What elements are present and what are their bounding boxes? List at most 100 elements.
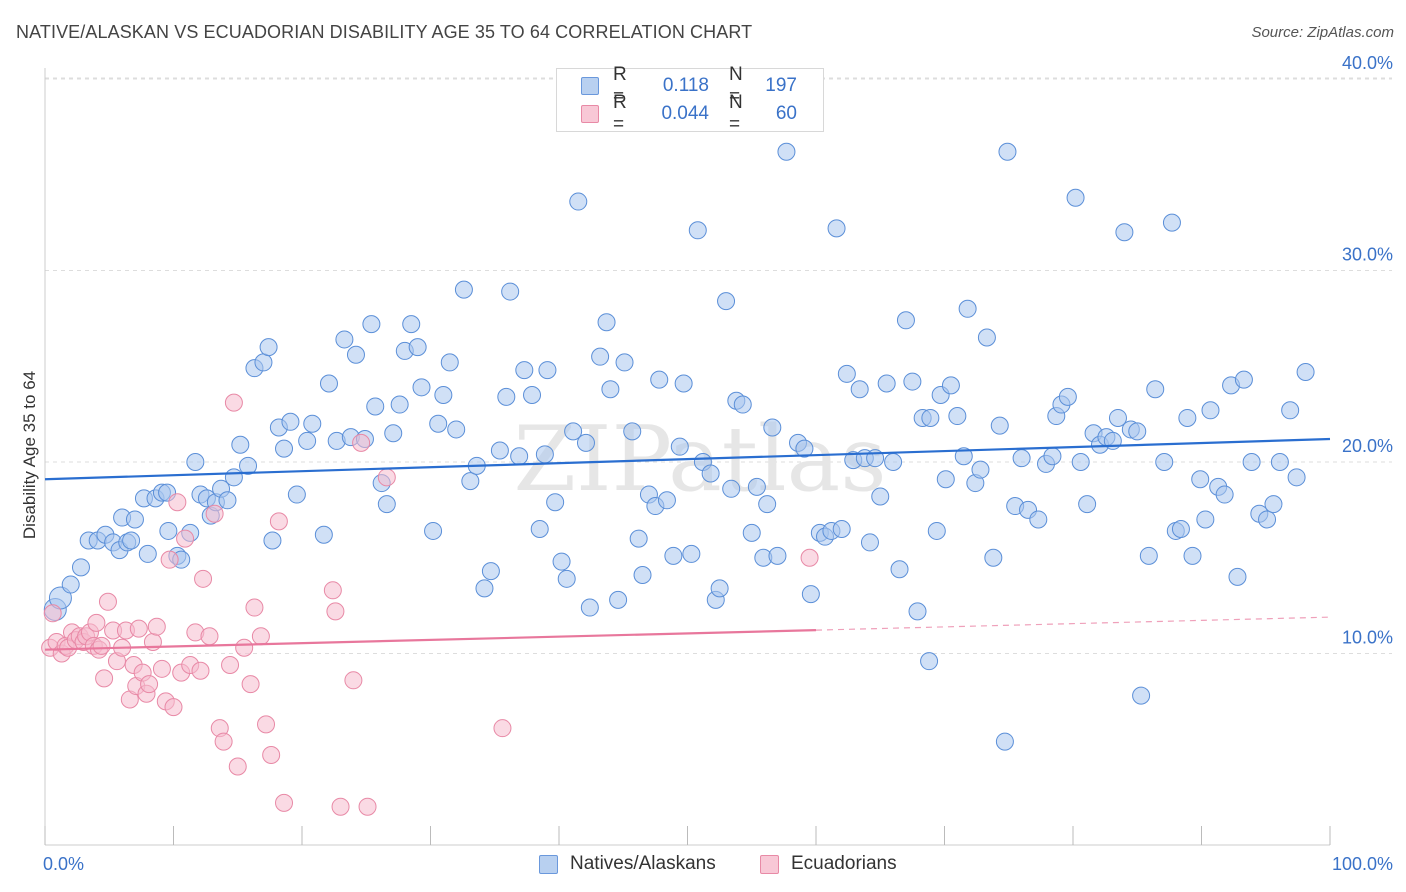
- correlation-stats-box: R = 0.118 N = 197 R = 0.044 N = 60: [556, 64, 824, 135]
- natives-point: [287, 485, 306, 504]
- natives-point: [298, 431, 317, 450]
- natives-point: [281, 412, 300, 431]
- legend-item-ecuadorians[interactable]: Ecuadorians: [760, 850, 897, 878]
- natives-point: [1078, 495, 1097, 514]
- natives-point: [717, 292, 736, 311]
- natives-point: [1139, 546, 1158, 565]
- natives-point: [1234, 370, 1253, 389]
- n-label: N =: [729, 64, 743, 107]
- natives-point: [362, 315, 381, 334]
- natives-point: [990, 416, 1009, 435]
- natives-point: [777, 142, 796, 161]
- natives-point: [591, 347, 610, 366]
- natives-point: [1178, 408, 1197, 427]
- natives-point: [1108, 408, 1127, 427]
- natives-point: [454, 280, 473, 299]
- natives-point: [657, 491, 676, 510]
- natives-point: [440, 353, 459, 372]
- legend-label-ecuadorians: Ecuadorians: [791, 853, 897, 874]
- natives-point: [319, 374, 338, 393]
- natives-point: [908, 602, 927, 621]
- natives-legend-swatch-icon: [539, 854, 558, 874]
- natives-point: [510, 447, 529, 466]
- ecuadorians-point: [269, 512, 288, 531]
- natives-point: [481, 562, 500, 581]
- ecuadorians-point: [98, 592, 117, 611]
- ecuadorians-swatch-icon: [581, 105, 599, 123]
- natives-point: [615, 353, 634, 372]
- natives-point: [580, 598, 599, 617]
- natives-point: [564, 422, 583, 441]
- ecuadorians-point: [92, 636, 111, 655]
- y-tick-label: 40.0%: [1342, 53, 1393, 73]
- natives-point: [927, 521, 946, 540]
- natives-point: [377, 495, 396, 514]
- natives-point: [390, 395, 409, 414]
- natives-point: [742, 523, 761, 542]
- natives-point: [138, 544, 157, 563]
- natives-point: [860, 533, 879, 552]
- natives-point: [122, 531, 141, 550]
- r-label: R =: [613, 64, 627, 107]
- natives-point: [733, 395, 752, 414]
- y-axis-label: Disability Age 35 to 64: [20, 371, 39, 539]
- ecuadorians-point: [228, 757, 247, 776]
- ecuadorians-point: [160, 550, 179, 569]
- natives-point: [1029, 510, 1048, 529]
- n-value: 60: [775, 103, 797, 124]
- ecuadorians-point: [152, 659, 171, 678]
- natives-point: [501, 282, 520, 301]
- natives-point: [546, 493, 565, 512]
- axes: 10.0% 20.0% 30.0% 40.0% 0.0% 100.0%: [43, 53, 1393, 874]
- ecuadorians-point: [257, 715, 276, 734]
- natives-point: [424, 521, 443, 540]
- legend-item-natives[interactable]: Natives/Alaskans: [539, 850, 716, 878]
- natives-point: [650, 370, 669, 389]
- ecuadorians-point: [205, 504, 224, 523]
- natives-point: [346, 345, 365, 364]
- natives-point: [1287, 468, 1306, 487]
- ecuadorians-point: [214, 732, 233, 751]
- ecuadorians-point: [221, 655, 240, 674]
- natives-point: [747, 477, 766, 496]
- ecuadorians-point: [275, 793, 294, 812]
- natives-point: [801, 585, 820, 604]
- natives-point: [763, 418, 782, 437]
- ecuadorians-point: [194, 569, 213, 588]
- natives-point: [890, 560, 909, 579]
- natives-point: [239, 456, 258, 475]
- natives-point: [609, 590, 628, 609]
- natives-point: [710, 579, 729, 598]
- ecuadorians-point: [344, 671, 363, 690]
- natives-point: [159, 521, 178, 540]
- ecuadorians-point: [140, 675, 159, 694]
- chart-title: NATIVE/ALASKAN VS ECUADORIAN DISABILITY …: [16, 22, 753, 42]
- natives-point: [758, 495, 777, 514]
- natives-point: [429, 414, 448, 433]
- natives-point: [1043, 447, 1062, 466]
- ecuadorians-point: [493, 719, 512, 738]
- natives-point: [497, 387, 516, 406]
- natives-point: [1196, 510, 1215, 529]
- natives-point: [688, 221, 707, 240]
- natives-point: [629, 529, 648, 548]
- data-series: [41, 142, 1315, 816]
- ecuadorians-trend-line: [44, 629, 817, 651]
- trend-lines: [44, 437, 1331, 651]
- natives-point: [1215, 485, 1234, 504]
- ecuadorians-point: [95, 669, 114, 688]
- natives-point: [1132, 686, 1151, 705]
- natives-point: [1296, 362, 1315, 381]
- natives-point: [1058, 387, 1077, 406]
- natives-point: [701, 464, 720, 483]
- ecuadorians-point: [358, 797, 377, 816]
- natives-point: [1146, 380, 1165, 399]
- ecuadorians-point: [262, 745, 281, 764]
- natives-point: [447, 420, 466, 439]
- ecuadorians-point: [377, 468, 396, 487]
- natives-point: [535, 445, 554, 464]
- natives-point: [1183, 546, 1202, 565]
- natives-point: [218, 491, 237, 510]
- natives-point: [633, 565, 652, 584]
- natives-point: [1242, 453, 1261, 471]
